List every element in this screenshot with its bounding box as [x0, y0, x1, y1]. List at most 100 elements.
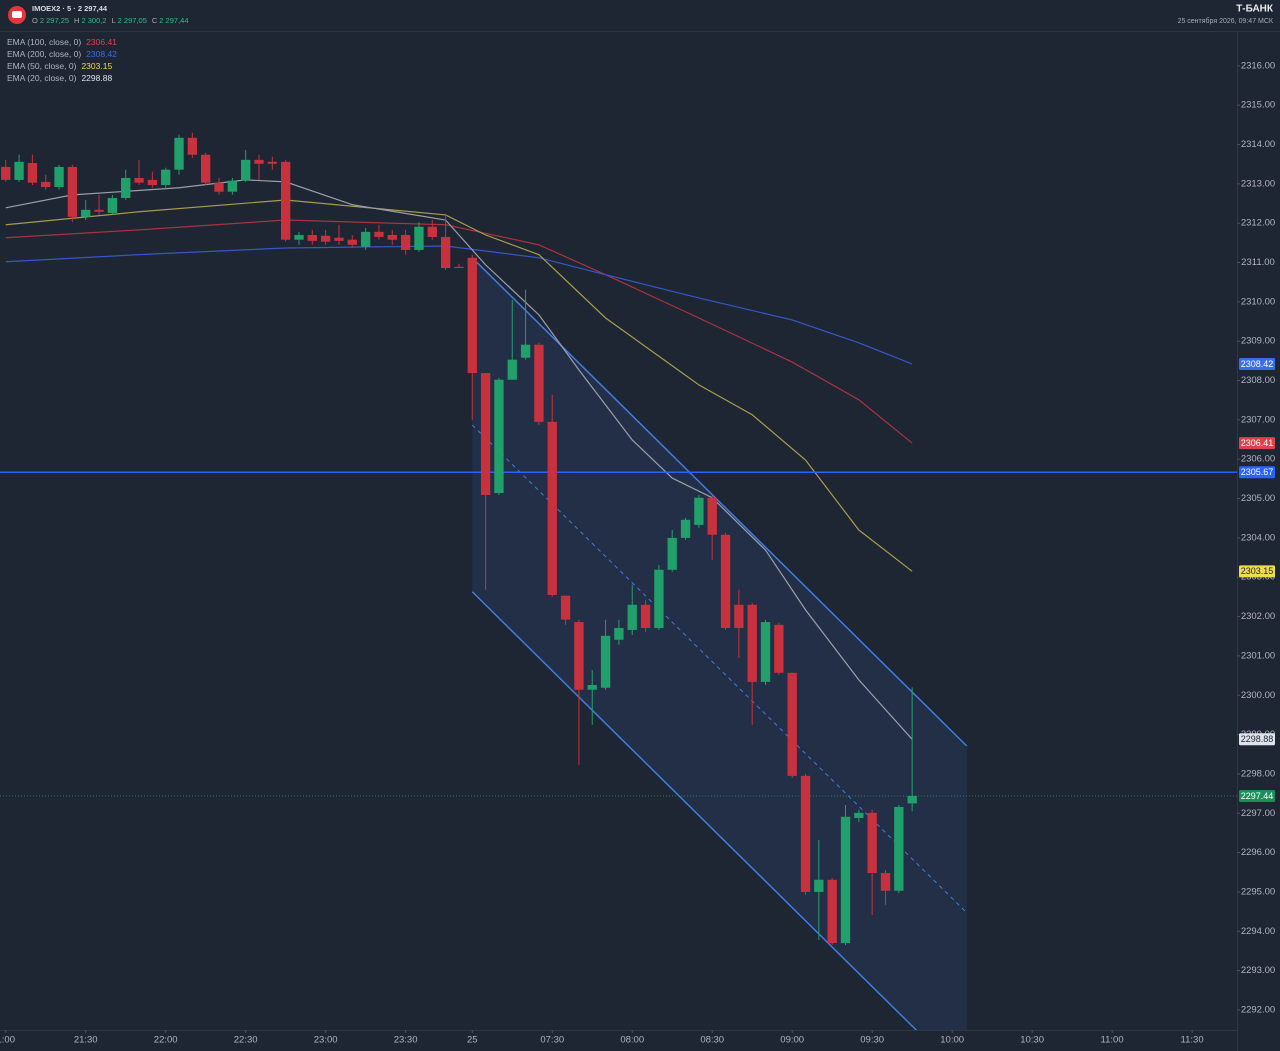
- ema-line: [5, 245, 913, 365]
- ohlc-key: H: [74, 16, 79, 25]
- y-tick-label: 2316.00: [1241, 60, 1275, 71]
- candle-body: [400, 234, 411, 250]
- ohlc-value: 2 297,25: [40, 16, 69, 25]
- candle-body: [161, 169, 171, 186]
- ohlc-value: 2 297,05: [118, 16, 147, 25]
- ema-price-tag: 2298.88: [1241, 734, 1274, 744]
- candle-body: [54, 166, 64, 187]
- y-tick-label: 2313.00: [1241, 178, 1275, 189]
- candle-body: [907, 795, 917, 804]
- ema-price-tag-bg: [1239, 565, 1275, 578]
- candle-body: [680, 519, 691, 538]
- x-tick-label: 25: [467, 1035, 478, 1046]
- legend-entry: EMA (200, close, 0) 2308.42: [7, 49, 117, 59]
- candle-body: [747, 604, 757, 682]
- candle-body: [520, 344, 531, 358]
- candle-body: [734, 604, 744, 628]
- y-tick-label: 2306.00: [1241, 454, 1275, 465]
- candle-body: [134, 177, 144, 183]
- candle-body: [440, 236, 451, 269]
- candle-body: [587, 685, 597, 690]
- candle-body: [694, 497, 704, 525]
- candle-body: [494, 379, 504, 494]
- y-tick-label: 2311.00: [1241, 257, 1275, 268]
- candle-body: [360, 231, 371, 247]
- candle-body: [294, 234, 304, 240]
- logo-mark: [12, 11, 22, 18]
- candle-body: [867, 812, 877, 874]
- candle-body: [840, 816, 851, 944]
- y-tick-label: 2314.00: [1241, 139, 1275, 150]
- candle-body: [214, 182, 224, 192]
- legend-entry: EMA (20, close, 0) 2298.88: [7, 73, 112, 83]
- candle-body: [307, 234, 317, 241]
- candle-body: [667, 537, 677, 570]
- candle-body: [67, 166, 78, 217]
- ema-price-tag: 2308.42: [1241, 359, 1274, 369]
- ohlc-key: O: [32, 16, 38, 25]
- candle-body: [827, 879, 837, 944]
- legend-value: 2303.15: [81, 61, 112, 71]
- candle-body: [320, 235, 331, 242]
- candle-body: [107, 198, 118, 213]
- x-tick-label: 1:00: [0, 1035, 15, 1046]
- candle-body: [627, 604, 637, 630]
- x-tick-label: 22:00: [154, 1035, 178, 1046]
- candle-body: [334, 237, 344, 241]
- legend-name: EMA (100, close, 0): [7, 37, 81, 47]
- candle-body: [280, 161, 291, 240]
- y-tick-label: 2315.00: [1241, 100, 1275, 111]
- last-price-tag-bg: [1239, 789, 1275, 802]
- x-tick-label: 08:30: [700, 1035, 724, 1046]
- plot-area: [0, 132, 1237, 1030]
- y-tick-label: 2304.00: [1241, 532, 1275, 543]
- y-tick-label: 2310.00: [1241, 296, 1275, 307]
- candle-body: [814, 879, 824, 892]
- legend-value: 2298.88: [81, 73, 112, 83]
- candle-body: [201, 154, 211, 183]
- candle-body: [720, 534, 731, 628]
- candle-body: [27, 162, 38, 183]
- legend-name: EMA (20, close, 0): [7, 73, 77, 83]
- y-tick-label: 2309.00: [1241, 336, 1275, 347]
- symbol-title: IMOEX2 · 5 · 2 297,44: [32, 4, 108, 13]
- last-price-tag: 2297.44: [1241, 791, 1274, 801]
- candle-body: [560, 595, 571, 620]
- legend-name: EMA (200, close, 0): [7, 49, 81, 59]
- x-tick-label: 22:30: [234, 1035, 258, 1046]
- date: 25 сентября 2026, 09:47 МСК: [1178, 17, 1274, 25]
- candle-body: [241, 159, 251, 181]
- x-tick-label: 11:30: [1181, 1035, 1204, 1046]
- candle-body: [760, 622, 771, 682]
- ema-price-tag: 2303.15: [1241, 566, 1274, 576]
- candle-body: [147, 179, 158, 186]
- candle-body: [94, 209, 104, 212]
- y-tick-label: 2300.00: [1241, 690, 1275, 701]
- y-tick-label: 2302.00: [1241, 611, 1275, 622]
- legend-value: 2308.42: [86, 49, 117, 59]
- x-tick-label: 11:00: [1101, 1035, 1124, 1046]
- y-tick-label: 2293.00: [1241, 965, 1275, 976]
- x-tick-label: 21:30: [74, 1035, 98, 1046]
- y-tick-label: 2294.00: [1241, 926, 1275, 937]
- candle-body: [41, 181, 51, 187]
- candle-body: [787, 672, 797, 776]
- legend-value: 2306.41: [86, 37, 117, 47]
- legend-name: EMA (50, close, 0): [7, 61, 77, 71]
- axes: 2292.00 2293.00 2294.00 2295.00 2296.00 2297.…: [0, 60, 1275, 1045]
- ohlc-value: 2 297,44: [159, 16, 188, 25]
- candle-body: [81, 209, 91, 217]
- candle-body: [640, 604, 651, 628]
- y-tick-label: 2298.00: [1241, 768, 1275, 779]
- ohlc-key: C: [152, 16, 158, 25]
- channel-upper: [471, 257, 968, 747]
- candle-body: [467, 257, 477, 374]
- candle-body: [547, 421, 557, 595]
- channel-lower: [471, 591, 918, 1030]
- legend-entry: EMA (100, close, 0) 2306.41: [7, 37, 117, 47]
- candle-body: [480, 373, 491, 496]
- candle-body: [774, 624, 784, 673]
